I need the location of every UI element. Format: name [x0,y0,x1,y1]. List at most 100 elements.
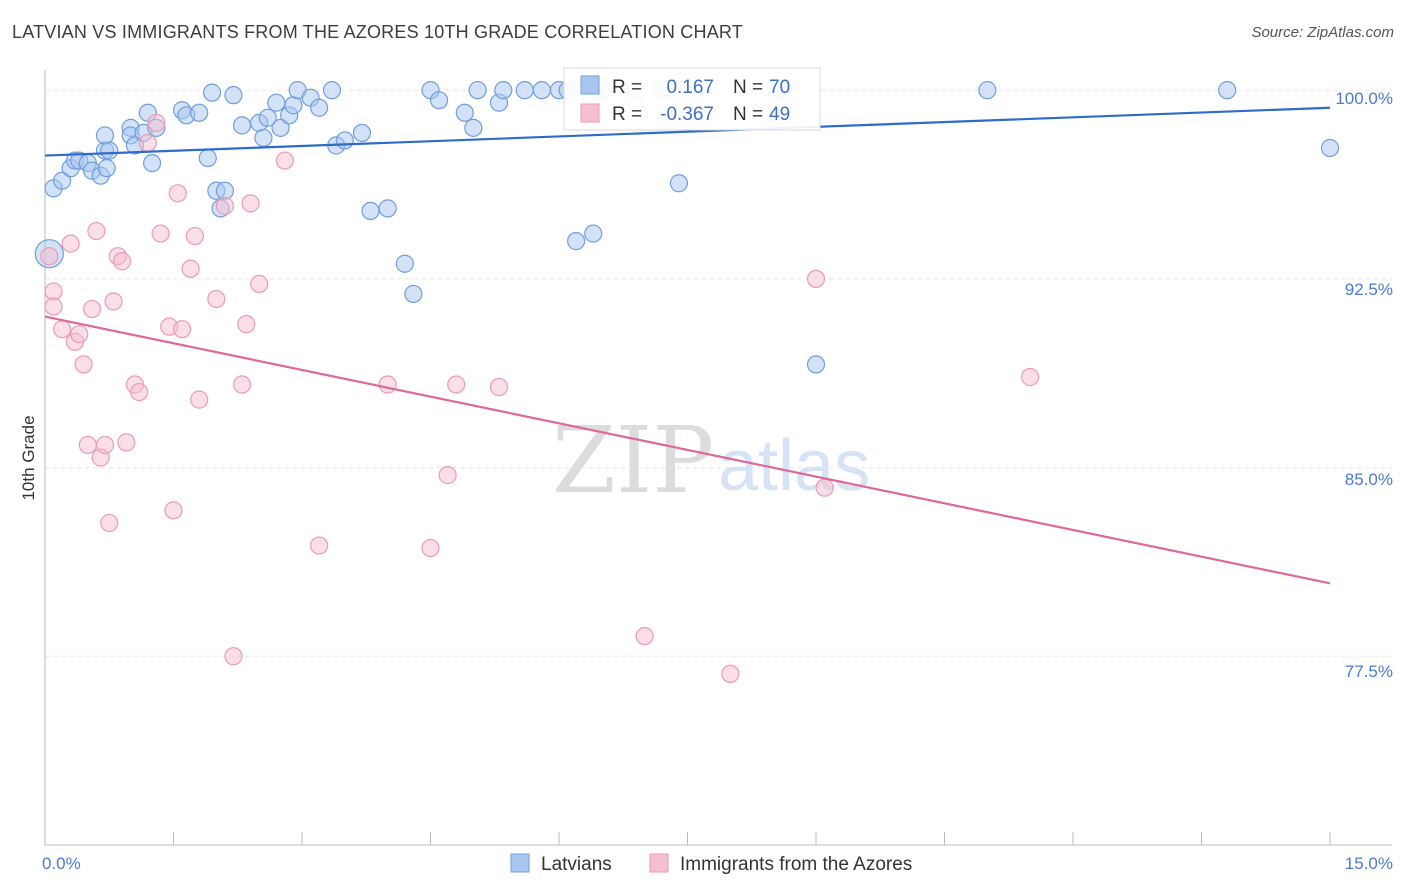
latvians-point [53,171,72,190]
azores-point [447,375,466,394]
azores-point [104,292,123,311]
azores-point [310,536,329,555]
azores-point [44,297,63,316]
y-tick-label-85: 85.0% [1345,470,1393,489]
azores-point [438,466,457,485]
azores-point [147,113,166,132]
latvians-point [232,116,252,135]
azores-point [207,289,226,309]
azores-point [74,355,93,374]
legend-n-value-1: 70 [769,77,790,98]
azores-point [250,274,269,293]
azores-point [215,196,234,215]
latvians-point [254,128,273,148]
legend-r-label-1: R = [612,77,642,98]
latvians-point [310,98,329,117]
azores-point [130,382,149,402]
trend-line-azores [44,315,1331,585]
x-tick-label-max: 15.0% [1345,854,1393,873]
latvians-point [395,254,414,273]
azores-point [95,435,115,455]
latvians-point [494,81,513,100]
azores-point [112,252,132,271]
azores-point [164,501,183,520]
latvians-point [404,284,423,304]
source-label: Source: ZipAtlas.com [1251,24,1394,41]
legend-azores-swatch [649,853,669,873]
latvians-point [142,154,162,173]
azores-point [168,184,187,203]
latvians-point [95,126,115,145]
legend-r-label-2: R = [612,104,642,125]
y-tick-label-92-5: 92.5% [1345,280,1393,299]
azores-point [421,538,440,558]
x-tick-label-min: 0.0% [42,854,81,873]
latvians-point [258,108,277,127]
legend-swatch-blue [580,75,600,95]
azores-point [635,627,654,646]
chart-title: LATVIAN VS IMMIGRANTS FROM THE AZORES 10… [12,22,743,42]
azores-point [87,221,106,241]
y-axis-label: 10th Grade [19,415,38,500]
azores-point [100,513,119,533]
latvians-point [429,91,449,110]
azores-point [489,377,509,397]
latvians-point [198,148,217,168]
azores-point [815,478,834,497]
latvians-point [515,81,534,100]
latvians-point [100,141,119,160]
gridlines [45,89,1392,657]
legend-r-value-1: 0.167 [666,77,714,98]
latvians-point [352,123,372,143]
latvians-point [567,232,586,251]
x-axis-ticks [44,832,1331,845]
azores-point [1021,367,1040,387]
legend-azores-label: Immigrants from the Azores [680,854,912,875]
azores-point [117,433,136,452]
latvians-point [190,103,209,122]
latvians-point [532,81,551,100]
azores-point [83,299,102,319]
latvians-point [202,83,222,102]
legend-latvians-label: Latvians [541,854,612,875]
azores-point [78,435,97,455]
stats-legend: R = 0.167 N = 70 R = -0.367 N = 49 [563,67,821,131]
legend-n-label-1: N = [733,77,763,98]
azores-point [378,375,397,394]
azores-point [61,234,80,253]
azores-point [190,390,209,409]
legend-n-label-2: N = [733,104,763,125]
azores-point [275,151,294,170]
azores-point [138,133,157,153]
legend-swatch-pink [580,103,600,123]
latvians-point [378,199,397,218]
latvians-point [361,201,380,221]
legend-latvians-swatch [510,853,530,873]
latvians-point [267,93,286,112]
series-azores-points [40,113,1040,683]
azores-point [181,259,200,278]
azores-point [241,194,260,213]
latvians-point [224,86,243,105]
azores-point [151,224,170,243]
legend-n-value-2: 49 [769,104,790,125]
azores-point [224,647,243,666]
latvians-point [335,131,354,150]
azores-point [44,282,63,301]
latvians-point [464,118,483,137]
y-tick-label-100: 100.0% [1335,89,1393,108]
azores-point [232,375,252,394]
watermark-zip: ZIP [552,407,714,514]
latvians-point [322,81,342,100]
trend-line-latvians [44,106,1331,157]
series-legend: Latvians Immigrants from the Azores [510,853,912,875]
azores-point [185,226,205,246]
azores-point [40,247,59,266]
latvians-point [978,81,997,100]
azores-point [806,269,826,288]
latvians-point [669,174,689,193]
latvians-point [271,118,290,137]
latvians-point [97,159,116,178]
latvians-point [584,224,603,243]
